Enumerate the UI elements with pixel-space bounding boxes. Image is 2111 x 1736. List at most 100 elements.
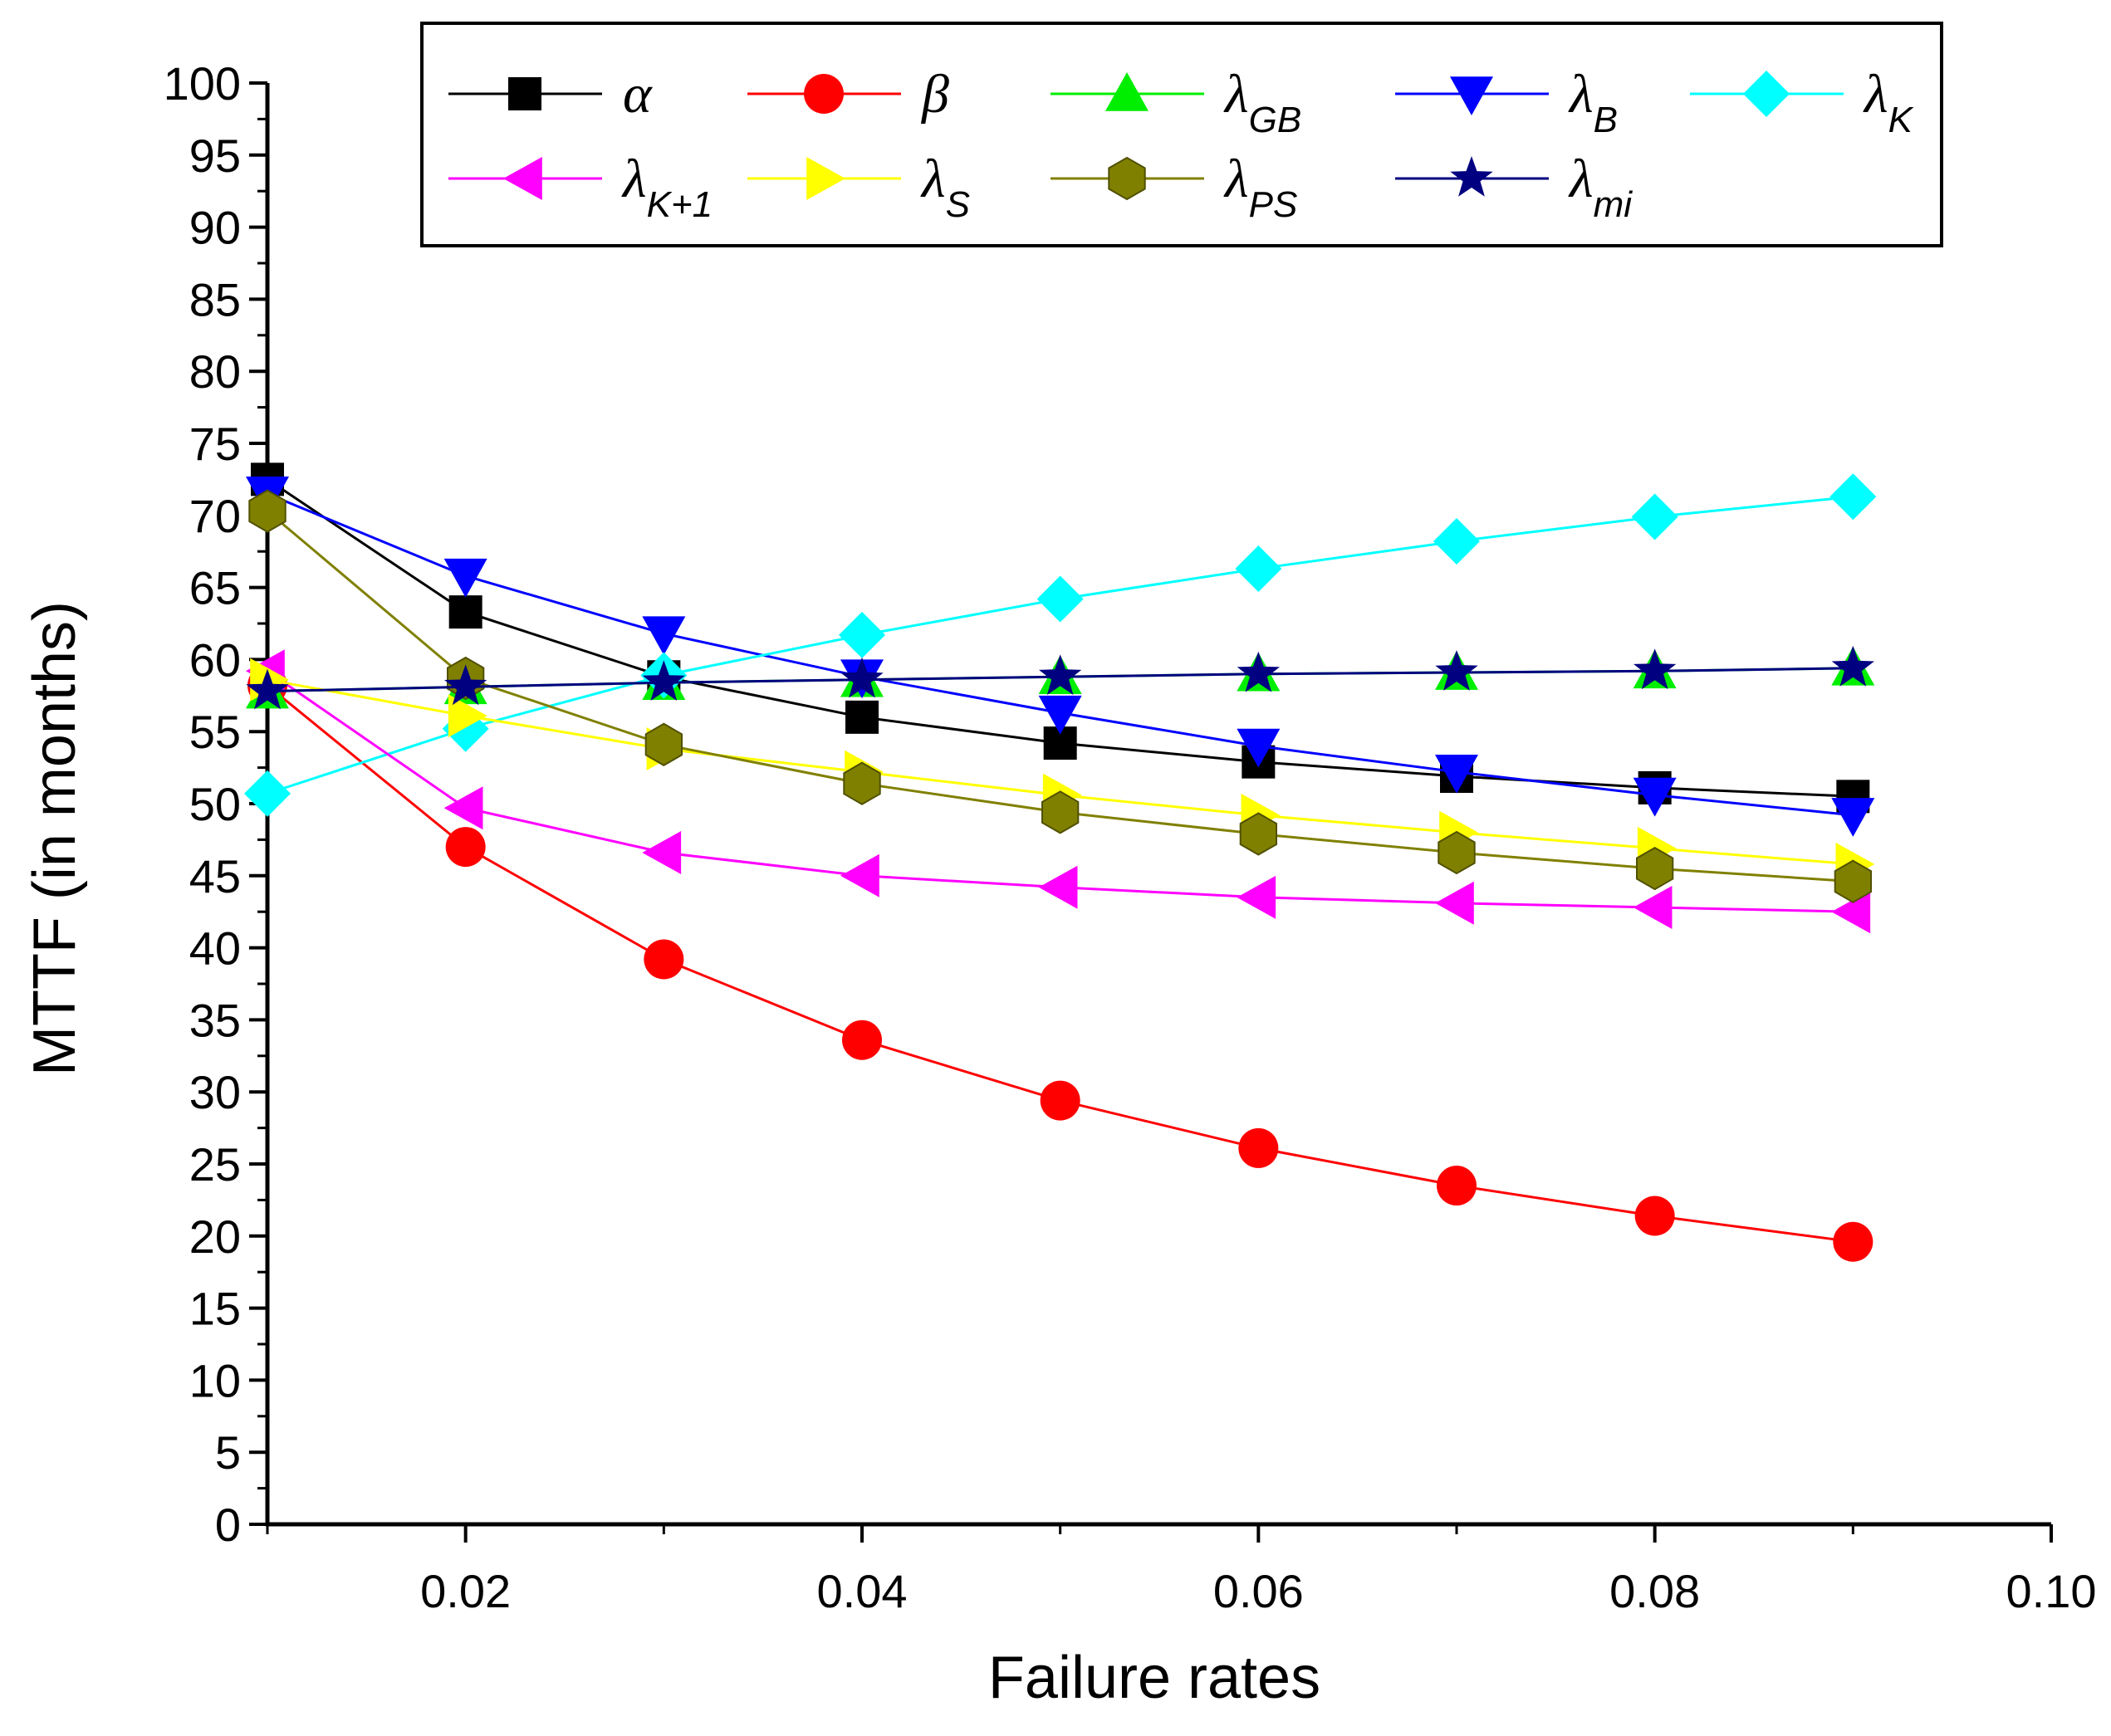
- data-point: [246, 668, 289, 710]
- data-point: [443, 558, 487, 598]
- data-point: [840, 657, 884, 698]
- data-point: [1834, 859, 1872, 903]
- data-point: [842, 1020, 882, 1060]
- data-point: [1040, 1080, 1080, 1121]
- data-point: [1237, 651, 1280, 692]
- data-point: [642, 660, 685, 701]
- y-axis-title: MTTF (in months): [22, 601, 88, 1076]
- x-axis-title: Failure rates: [988, 1645, 1320, 1711]
- y-tick-label: 85: [189, 273, 241, 325]
- data-point: [1038, 865, 1078, 909]
- legend-label: λB: [1568, 64, 1618, 140]
- data-point: [845, 700, 879, 734]
- legend-label: λK: [1863, 64, 1914, 140]
- series-1: [251, 462, 1870, 814]
- y-tick-label: 40: [189, 922, 241, 975]
- data-point: [448, 595, 482, 629]
- legend-marker: [1450, 156, 1493, 197]
- x-tick-label: 0.04: [817, 1565, 908, 1617]
- data-point: [642, 616, 686, 656]
- y-tick-label: 80: [189, 345, 241, 398]
- data-point: [1237, 875, 1276, 919]
- series-5: [244, 473, 1877, 817]
- data-point: [642, 831, 682, 875]
- legend-label: λS: [920, 149, 970, 225]
- data-point: [1041, 790, 1080, 834]
- y-tick-label: 95: [189, 130, 241, 182]
- data-point: [1633, 648, 1677, 690]
- y-tick-label: 20: [189, 1210, 241, 1263]
- legend-item: λK+1: [448, 149, 713, 225]
- y-tick-label: 60: [189, 633, 241, 686]
- legend-item: λB: [1395, 64, 1618, 140]
- data-point: [644, 939, 684, 980]
- legend-item: λK: [1690, 64, 1914, 140]
- x-tick-label: 0.08: [1609, 1565, 1700, 1617]
- data-point: [1833, 1221, 1873, 1262]
- legend-marker: [806, 157, 845, 200]
- legend-box: [420, 22, 1943, 247]
- data-point: [1831, 645, 1874, 687]
- data-point: [1239, 812, 1277, 856]
- data-point: [1633, 885, 1673, 929]
- legend-item: λS: [747, 149, 970, 225]
- chart-axes: 0 5 10 15 20 25 30 35 40 45 50 55 60 65 70 75 80 85 90 95 10…: [164, 57, 2097, 1617]
- data-point: [1437, 1166, 1477, 1206]
- legend-marker: [503, 157, 542, 200]
- y-tick-label: 90: [189, 202, 241, 254]
- data-point: [1038, 695, 1082, 735]
- legend-item: λPS: [1051, 149, 1297, 225]
- y-tick-label: 5: [215, 1426, 241, 1479]
- legend-item: λmi: [1395, 149, 1633, 225]
- legend-item: λGB: [1051, 64, 1301, 140]
- data-point: [840, 853, 879, 897]
- data-point: [248, 489, 287, 533]
- legend-marker: [804, 74, 844, 114]
- data-point: [244, 770, 291, 817]
- y-tick-label: 15: [189, 1283, 241, 1335]
- data-point: [1235, 545, 1282, 593]
- legend-label: λmi: [1568, 149, 1633, 225]
- data-point: [1634, 1196, 1675, 1236]
- data-point: [1831, 890, 1871, 934]
- data-point: [1633, 777, 1677, 817]
- legend-marker: [508, 77, 541, 110]
- legend-label: α: [623, 64, 653, 125]
- y-tick-label: 70: [189, 490, 241, 542]
- legend-label: λGB: [1223, 64, 1301, 140]
- legend-marker: [1105, 72, 1149, 111]
- data-point: [443, 786, 483, 830]
- data-point: [1036, 575, 1084, 623]
- legend-marker: [1743, 71, 1790, 117]
- y-tick-label: 75: [189, 418, 241, 470]
- y-tick-label: 100: [164, 57, 241, 110]
- data-point: [1438, 830, 1476, 875]
- data-point: [1433, 518, 1480, 565]
- y-tick-label: 65: [189, 562, 241, 614]
- data-point: [843, 761, 881, 805]
- legend-marker: [1450, 76, 1493, 115]
- data-point: [1039, 654, 1082, 696]
- series-9: [246, 645, 1874, 710]
- legend-label: λK+1: [621, 149, 713, 225]
- y-tick-label: 35: [189, 994, 241, 1046]
- legend-label: β: [920, 64, 949, 125]
- y-tick-label: 10: [189, 1354, 241, 1406]
- series-line: [267, 684, 1854, 1244]
- data-point: [448, 694, 487, 738]
- data-point: [1435, 650, 1478, 691]
- legend-item: α: [448, 64, 653, 125]
- data-point: [444, 664, 487, 706]
- data-point: [1829, 473, 1877, 521]
- data-point: [644, 722, 683, 766]
- data-point: [1435, 881, 1474, 925]
- x-tick-label: 0.10: [2006, 1565, 2097, 1617]
- data-point: [1636, 846, 1674, 891]
- data-point: [1237, 728, 1281, 768]
- y-tick-label: 25: [189, 1138, 241, 1191]
- y-tick-label: 0: [215, 1499, 241, 1551]
- chart-series: [244, 462, 1877, 1262]
- x-tick-label: 0.02: [420, 1565, 511, 1617]
- y-tick-label: 55: [189, 706, 241, 758]
